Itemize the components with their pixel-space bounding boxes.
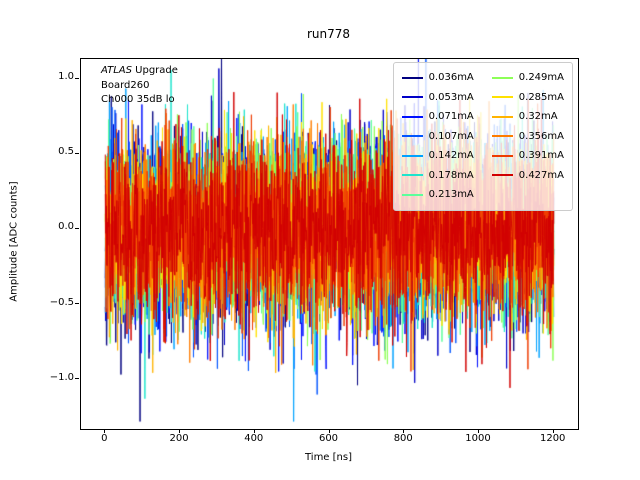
x-axis-label: Time [ns]	[304, 452, 352, 463]
legend-label: 0.391mA	[518, 150, 564, 162]
legend-label: 0.053mA	[428, 91, 474, 103]
legend-line-swatch	[491, 76, 513, 79]
legend-label: 0.356mA	[518, 130, 564, 142]
legend-item: 0.391mA	[491, 146, 564, 166]
y-tick-label: 0.0	[58, 221, 74, 233]
legend-label: 0.213mA	[428, 189, 474, 201]
legend-item: 0.107mA	[401, 127, 474, 147]
x-tick-label: 800	[393, 433, 413, 444]
x-tick-label: 200	[169, 433, 189, 444]
x-tick-label: 1000	[465, 433, 491, 444]
annotation-line-1: ATLAS Upgrade	[101, 64, 178, 79]
legend-line-swatch	[491, 96, 513, 99]
legend-item: 0.178mA	[401, 166, 474, 186]
annotation-atlas: ATLAS	[101, 65, 132, 76]
legend-line-swatch	[491, 174, 513, 177]
annotation-line-3: Ch000 35dB lo	[101, 94, 175, 105]
legend-label: 0.142mA	[428, 150, 474, 162]
annotation-line-2: Board260	[101, 79, 150, 91]
legend-box: 0.036mA 0.053mA 0.071mA 0.107mA 0.142mA 0.178…	[392, 62, 573, 211]
legend-line-swatch	[401, 193, 423, 196]
x-tick-mark	[179, 429, 181, 433]
x-tick-label: 600	[318, 433, 339, 444]
legend-line-swatch	[491, 115, 513, 118]
legend-line-swatch	[401, 154, 423, 157]
legend-item: 0.142mA	[401, 146, 474, 166]
legend-item: 0.32mA	[491, 107, 564, 127]
legend-label: 0.285mA	[518, 91, 564, 103]
annotation-upgrade: Upgrade	[131, 65, 178, 76]
legend-label: 0.107mA	[428, 130, 474, 142]
legend-column: 0.036mA 0.053mA 0.071mA 0.107mA 0.142mA 0.178…	[401, 68, 474, 205]
x-tick-mark	[477, 429, 479, 433]
legend-label: 0.32mA	[518, 111, 558, 123]
legend-label: 0.036mA	[428, 72, 474, 84]
y-tick-mark	[75, 303, 79, 305]
y-tick-mark	[75, 227, 79, 229]
legend-item: 0.356mA	[491, 127, 564, 147]
legend-item: 0.249mA	[491, 68, 564, 88]
legend-item: 0.213mA	[401, 185, 474, 205]
legend-item: 0.427mA	[491, 166, 564, 186]
legend-label: 0.178mA	[428, 169, 474, 181]
plot-annotation: ATLAS Upgrade Board260 Ch000 35dB lo	[101, 64, 178, 108]
legend-line-swatch	[401, 174, 423, 177]
legend-label: 0.071mA	[428, 111, 474, 123]
legend-line-swatch	[491, 135, 513, 138]
x-tick-mark	[552, 429, 554, 433]
legend-line-swatch	[401, 76, 423, 79]
y-tick-label: −1.0	[49, 371, 74, 383]
legend-item: 0.285mA	[491, 88, 564, 108]
legend-item: 0.053mA	[401, 88, 474, 108]
legend-line-swatch	[401, 96, 423, 99]
legend-label: 0.427mA	[518, 169, 564, 181]
x-tick-label: 0	[101, 433, 108, 444]
x-tick-mark	[104, 429, 106, 433]
legend-item: 0.071mA	[401, 107, 474, 127]
legend-line-swatch	[491, 154, 513, 157]
y-axis-label: Amplitude [ADC counts]	[8, 181, 20, 302]
y-tick-label: 0.5	[58, 146, 74, 158]
legend-label: 0.249mA	[518, 72, 564, 84]
legend-line-swatch	[401, 135, 423, 138]
legend-column: 0.249mA 0.285mA 0.32mA 0.356mA 0.391mA 0.427m…	[491, 68, 564, 205]
legend-line-swatch	[401, 115, 423, 118]
y-tick-mark	[75, 152, 79, 154]
y-tick-mark	[75, 378, 79, 380]
y-tick-label: −0.5	[49, 296, 74, 308]
x-tick-label: 1200	[539, 433, 566, 444]
y-tick-label: 1.0	[58, 71, 74, 83]
y-tick-mark	[75, 77, 79, 79]
legend-item: 0.036mA	[401, 68, 474, 88]
chart-title: run778	[306, 27, 351, 41]
x-tick-mark	[253, 429, 255, 433]
x-tick-label: 400	[244, 433, 264, 444]
x-tick-mark	[403, 429, 405, 433]
x-tick-mark	[328, 429, 330, 433]
